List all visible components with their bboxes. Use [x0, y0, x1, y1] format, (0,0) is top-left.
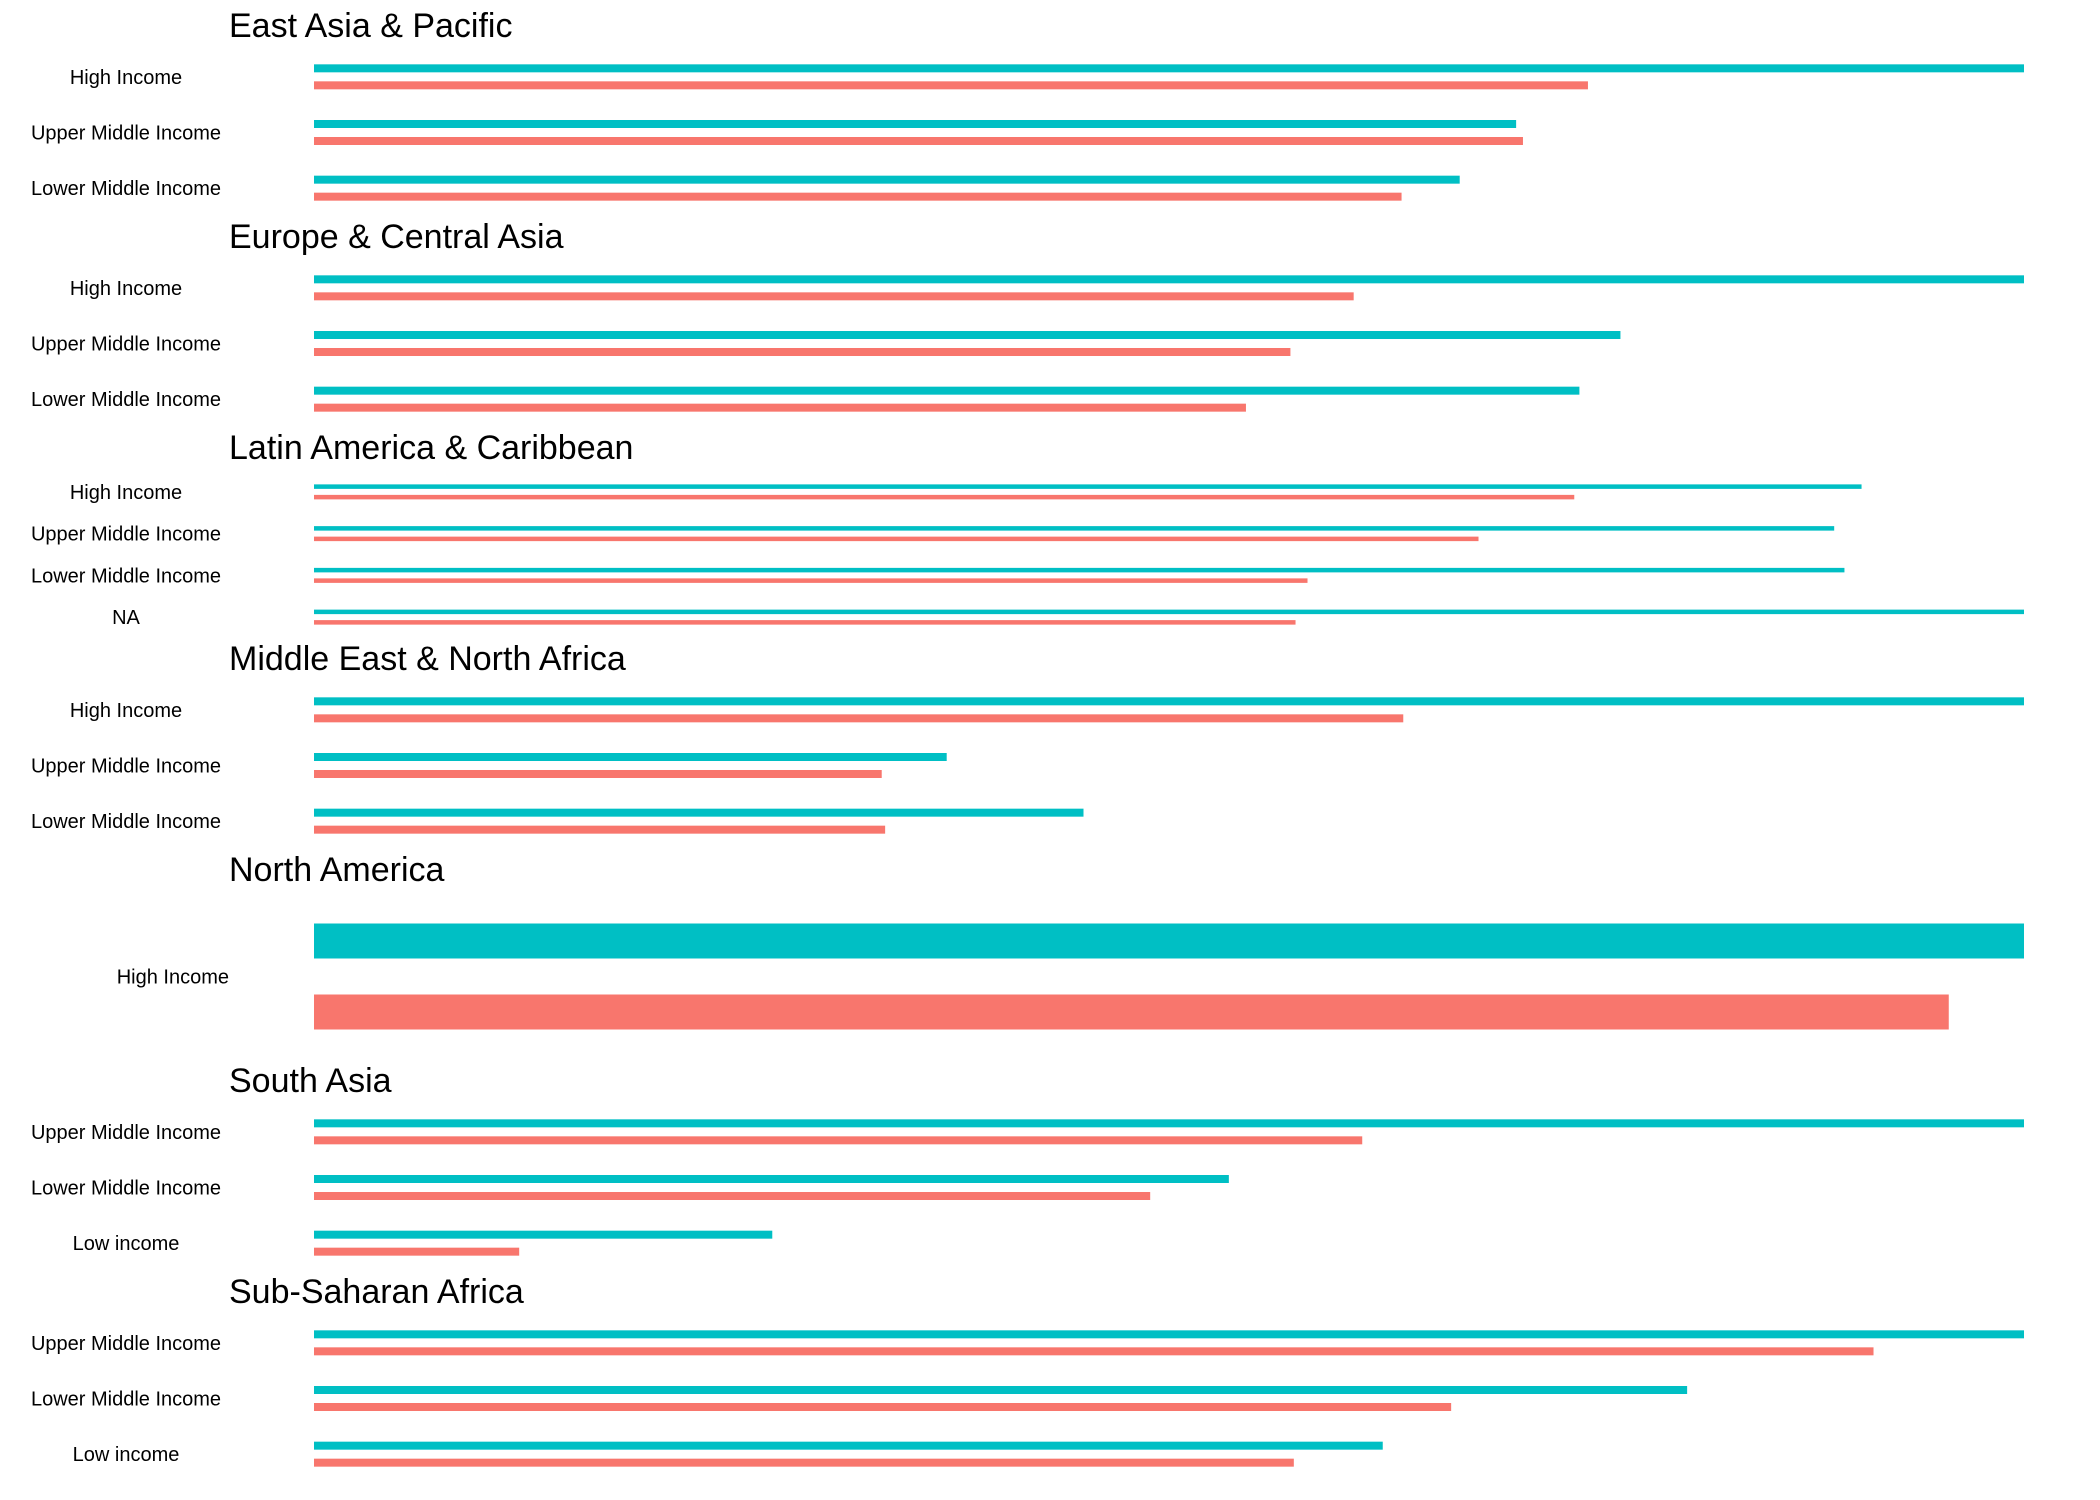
panel-title: South Asia — [229, 1062, 392, 1100]
bar-salmon — [314, 1403, 1452, 1411]
bar-teal — [314, 1119, 2024, 1128]
panel-title: Sub-Saharan Africa — [229, 1273, 524, 1311]
bar-salmon — [314, 1192, 1151, 1200]
category-label: NA — [112, 607, 140, 629]
category-label: Lower Middle Income — [31, 811, 221, 833]
panel-title: Latin America & Caribbean — [229, 429, 633, 467]
category-label: Lower Middle Income — [31, 178, 221, 200]
bar-salmon — [314, 403, 1246, 412]
category-label: High Income — [70, 700, 182, 722]
bar-teal — [314, 175, 1460, 184]
bar-teal — [314, 484, 1862, 489]
bar-salmon — [314, 578, 1308, 583]
category-label: High Income — [70, 67, 182, 89]
bar-salmon — [314, 536, 1479, 542]
panel-title: Middle East & North Africa — [229, 640, 626, 678]
panel-title: Europe & Central Asia — [229, 218, 564, 256]
bar-teal — [314, 1330, 2024, 1339]
bar-salmon — [314, 620, 1296, 625]
category-label: High Income — [70, 482, 182, 504]
category-label: Lower Middle Income — [31, 389, 221, 411]
bar-salmon — [314, 825, 886, 834]
bar-teal — [314, 386, 1580, 395]
bar-teal — [314, 275, 2024, 284]
bar-teal — [314, 609, 2024, 615]
bar-salmon — [314, 1347, 1874, 1356]
bar-salmon — [314, 81, 1588, 90]
bar-teal — [314, 120, 1517, 128]
category-label: High Income — [117, 967, 229, 989]
bar-salmon — [314, 1247, 520, 1256]
bar-salmon — [314, 714, 1404, 723]
bar-teal — [314, 526, 1835, 531]
bar-teal — [314, 1441, 1383, 1450]
bar-salmon — [314, 494, 1575, 500]
bar-salmon — [314, 994, 1949, 1030]
panel-title: North America — [229, 851, 444, 889]
bar-teal — [314, 697, 2024, 706]
bar-salmon — [314, 348, 1291, 356]
category-label: Upper Middle Income — [31, 756, 221, 778]
category-label: Upper Middle Income — [31, 524, 221, 546]
bar-teal — [314, 64, 2024, 73]
bar-teal — [314, 1386, 1688, 1394]
category-label: Lower Middle Income — [31, 1389, 221, 1411]
category-label: Lower Middle Income — [31, 565, 221, 587]
category-label: Upper Middle Income — [31, 1122, 221, 1144]
category-label: Upper Middle Income — [31, 334, 221, 356]
category-label: Upper Middle Income — [31, 1333, 221, 1355]
bar-teal — [314, 753, 947, 761]
panel-title: East Asia & Pacific — [229, 7, 512, 45]
bar-salmon — [314, 1458, 1294, 1467]
bar-salmon — [314, 192, 1402, 201]
bar-salmon — [314, 292, 1354, 301]
category-label: Upper Middle Income — [31, 123, 221, 145]
bar-salmon — [314, 137, 1523, 145]
bar-salmon — [314, 1136, 1363, 1145]
bar-teal — [314, 1230, 773, 1239]
category-label: Lower Middle Income — [31, 1178, 221, 1200]
bar-teal — [314, 808, 1084, 817]
bar-teal — [314, 923, 2024, 959]
bar-teal — [314, 331, 1621, 339]
bar-salmon — [314, 770, 882, 778]
category-label: Low income — [73, 1233, 180, 1255]
bar-teal — [314, 567, 1845, 573]
category-label: Low income — [73, 1444, 180, 1466]
bar-teal — [314, 1175, 1229, 1183]
category-label: High Income — [70, 278, 182, 300]
